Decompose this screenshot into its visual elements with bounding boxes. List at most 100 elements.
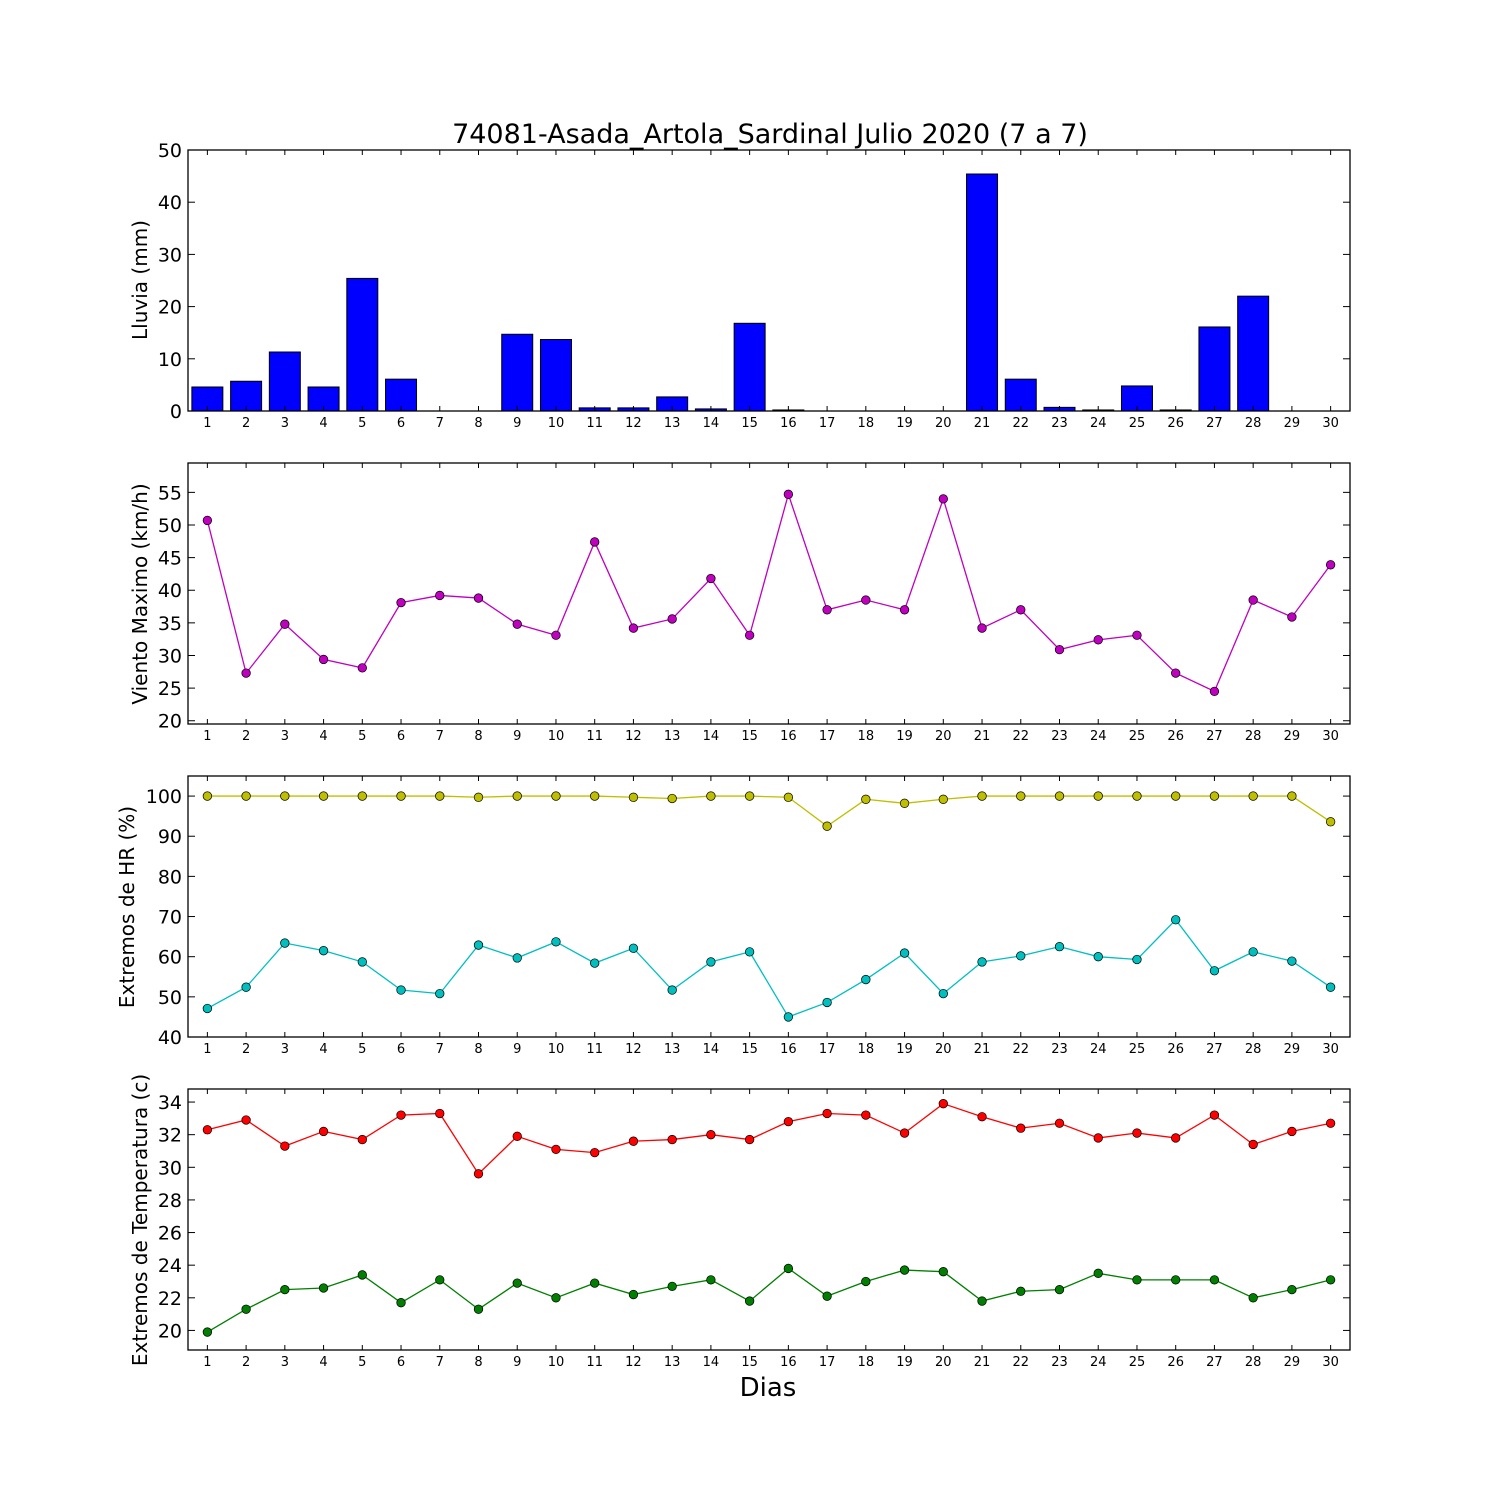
hum-xtick-label: 24 [1090, 1042, 1107, 1057]
temp-xtick-label: 25 [1129, 1355, 1146, 1370]
wind-xtick-label: 7 [436, 729, 444, 744]
hum-series-1-point-day-3 [280, 938, 290, 948]
hum-series-0-point-day-21 [977, 791, 987, 801]
wind-series-0-point-day-22 [1016, 605, 1026, 615]
temp-xtick-label: 11 [586, 1355, 603, 1370]
hum-xtick-label: 7 [436, 1042, 444, 1057]
hum-series-1-point-day-7 [435, 988, 445, 999]
temp-series-0-point-day-13 [667, 1134, 677, 1145]
temp-series-1-point-day-28 [1248, 1293, 1258, 1303]
wind-xtick-label: 3 [281, 729, 289, 744]
rain-xtick-label: 23 [1051, 416, 1068, 431]
hum-ytick-label: 40 [158, 1027, 182, 1049]
temp-series-0-point-day-17 [822, 1108, 832, 1119]
hum-ytick-label: 60 [158, 947, 182, 969]
temp-series-1-point-day-17 [822, 1291, 832, 1301]
hum-series-1-point-day-2 [241, 982, 251, 992]
temp-series-1-point-day-14 [706, 1275, 716, 1285]
temp-series-0-point-day-6 [396, 1110, 406, 1120]
rain-xtick-label: 19 [896, 416, 913, 431]
hum-xtick-label: 1 [203, 1042, 211, 1057]
temp-series-1-point-day-19 [899, 1265, 910, 1275]
temp-series-0-point-day-4 [318, 1126, 329, 1137]
hum-xtick-label: 11 [586, 1042, 603, 1057]
temp-xtick-label: 1 [203, 1355, 211, 1370]
rain-xtick-label: 22 [1012, 416, 1029, 431]
rain-xtick-label: 25 [1129, 416, 1146, 431]
temp-series-0-point-day-24 [1093, 1133, 1103, 1143]
hum-series-0-point-day-16 [783, 792, 794, 802]
wind-xtick-label: 2 [242, 729, 250, 744]
temp-series-0-point-day-11 [590, 1147, 600, 1158]
temp-xtick-label: 16 [780, 1355, 797, 1370]
rain-xtick-label: 26 [1167, 416, 1184, 431]
hum-series-0-point-day-30 [1325, 817, 1336, 827]
wind-series-0-line [206, 492, 1332, 693]
wind-ytick-label: 30 [158, 645, 182, 667]
hum-series-1-point-day-14 [706, 957, 716, 967]
hum-series-0-point-day-23 [1054, 791, 1065, 801]
hum-series-1-point-day-5 [357, 957, 367, 967]
temp-series-1-point-day-26 [1171, 1275, 1181, 1285]
rain-xtick-label: 27 [1206, 416, 1223, 431]
hum-series-1-point-day-30 [1325, 982, 1336, 992]
temp-series-0-point-day-19 [899, 1128, 910, 1138]
wind-xtick-label: 9 [513, 729, 521, 744]
hum-series-1-point-day-9 [512, 953, 522, 963]
hum-xtick-label: 27 [1206, 1042, 1223, 1057]
rain-axes-frame [187, 149, 1351, 412]
temp-series-1-point-day-21 [977, 1296, 987, 1306]
hum-series-1-point-day-22 [1016, 951, 1026, 961]
temp-xtick-label: 2 [242, 1355, 250, 1370]
temp-xtick-label: 8 [474, 1355, 482, 1370]
temp-series-0-point-day-27 [1209, 1110, 1220, 1120]
temp-ytick-label: 28 [158, 1190, 182, 1212]
wind-xtick-label: 17 [819, 729, 836, 744]
hum-xtick-label: 19 [896, 1042, 913, 1057]
temp-xtick-label: 10 [548, 1355, 565, 1370]
temp-ytick-label: 24 [158, 1255, 182, 1277]
wind-series-0-point-day-28 [1248, 595, 1258, 605]
hum-xtick-label: 4 [319, 1042, 327, 1057]
hum-series-1-point-day-17 [822, 997, 832, 1008]
temp-ytick-label: 22 [158, 1288, 182, 1310]
hum-series-0-point-day-22 [1016, 791, 1026, 801]
hum-series-0-point-day-11 [590, 791, 600, 801]
hum-series-1-point-day-29 [1287, 956, 1297, 966]
hum-xtick-label: 23 [1051, 1042, 1068, 1057]
temp-series-0-point-day-10 [551, 1144, 561, 1155]
temp-series-1-point-day-1 [202, 1327, 213, 1337]
hum-ytick-label: 70 [158, 907, 182, 929]
temp-series-1-point-day-18 [861, 1276, 871, 1287]
temp-series-0-point-day-14 [706, 1130, 716, 1140]
temp-xtick-label: 20 [935, 1355, 952, 1370]
hum-xtick-label: 20 [935, 1042, 952, 1057]
hum-xtick-label: 22 [1012, 1042, 1029, 1057]
temp-xtick-label: 23 [1051, 1355, 1068, 1370]
x-axis-label: Dias [740, 1373, 797, 1403]
temp-xtick-label: 6 [397, 1355, 405, 1370]
wind-series-0-point-day-14 [706, 573, 716, 584]
rain-xtick-label: 2 [242, 416, 250, 431]
temp-ytick-label: 32 [158, 1125, 182, 1147]
wind-series-0-point-day-4 [318, 654, 329, 665]
temp-series-1-point-day-20 [938, 1267, 948, 1277]
temp-series-1-point-day-11 [590, 1278, 600, 1288]
rain-ytick-label: 20 [158, 297, 182, 319]
wind-series-0-point-day-21 [977, 623, 987, 633]
temp-xtick-label: 15 [741, 1355, 758, 1370]
hum-xtick-label: 17 [819, 1042, 836, 1057]
temp-axes-frame [187, 1088, 1351, 1351]
wind-ytick-label: 35 [158, 613, 182, 635]
temp-series-1-point-day-9 [512, 1278, 522, 1288]
wind-series-0-point-day-10 [551, 630, 561, 640]
wind-xtick-label: 24 [1090, 729, 1107, 744]
wind-series-0-point-day-18 [861, 595, 871, 605]
rain-xtick-label: 24 [1090, 416, 1107, 431]
hum-series-0-point-day-7 [435, 791, 445, 801]
wind-xtick-label: 25 [1129, 729, 1146, 744]
wind-series-0-point-day-5 [357, 663, 367, 673]
rain-xtick-label: 3 [281, 416, 289, 431]
